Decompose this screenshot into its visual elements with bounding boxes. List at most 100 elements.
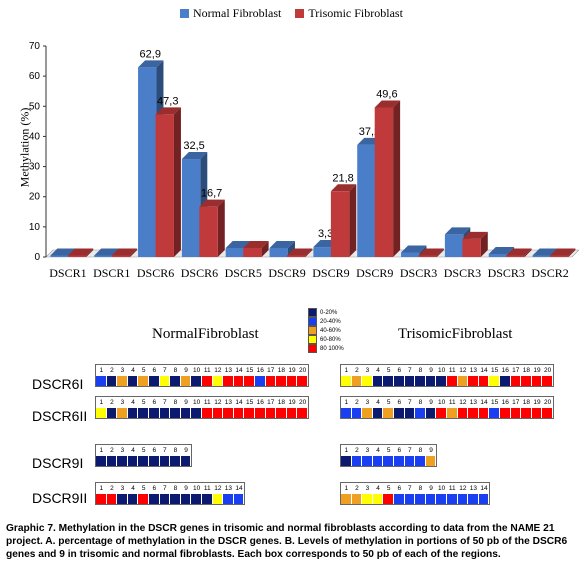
cell-number: 4 <box>376 447 380 454</box>
methylation-cell <box>265 376 277 386</box>
cell-numbers: 1 2 3 4 5 6 7 8 9 10 11 12 13 14 <box>96 483 244 494</box>
methylation-cell <box>201 376 213 386</box>
bar <box>313 247 332 257</box>
methylation-cell <box>478 376 490 386</box>
cell-number: 4 <box>131 367 135 374</box>
bar-top <box>418 248 444 256</box>
cell-number: 9 <box>184 367 188 374</box>
cell-number: 2 <box>355 447 359 454</box>
cell-number: 12 <box>459 485 467 492</box>
bar-top <box>225 240 252 248</box>
cell-number: 4 <box>376 367 380 374</box>
cell-number: 1 <box>344 447 349 454</box>
methylation-cell <box>468 408 479 418</box>
cell-number: 4 <box>131 485 135 492</box>
x-tick-label: DSCR3 <box>400 266 437 280</box>
cell-numbers: 1 2 3 4 5 6 7 8 9 10 11 12 13 14 <box>341 483 489 494</box>
bar <box>506 255 525 257</box>
methylation-cell <box>191 376 202 386</box>
scale-label: 0-20% <box>320 309 338 316</box>
methylation-cell <box>372 456 384 466</box>
cell-number: 16 <box>501 367 509 374</box>
normal-panel-title: NormalFibroblast <box>152 326 259 342</box>
methylation-cell <box>159 376 171 386</box>
methylation-cell <box>180 376 192 386</box>
bar-top <box>155 107 181 115</box>
methylation-cell <box>478 408 490 418</box>
bar-top <box>550 248 576 256</box>
methylation-cell <box>254 408 266 418</box>
methylation-cell <box>244 376 255 386</box>
methylation-cell <box>286 376 298 386</box>
cell-number: 3 <box>120 447 125 454</box>
cell-numbers: 1 2 3 4 5 6 7 8 9 10 11 12 13 14 15 16 17 18 19 20 <box>341 397 553 408</box>
bar <box>94 255 113 257</box>
cell-number: 4 <box>131 399 135 406</box>
cell-number: 15 <box>490 367 499 374</box>
methylation-cell <box>362 456 373 466</box>
bar <box>357 144 376 257</box>
methylation-cell <box>233 494 245 504</box>
data-label: 49,6 <box>376 88 397 100</box>
methylation-cell <box>212 494 224 504</box>
methylation-cell <box>383 456 394 466</box>
methylation-cell <box>436 494 447 504</box>
cell-number: 6 <box>152 367 157 374</box>
cell-number: 18 <box>522 399 530 406</box>
cell-number: 5 <box>386 485 391 492</box>
cell-number: 8 <box>173 399 178 406</box>
methylation-cell <box>276 376 287 386</box>
heatmap-normal-row: 1 2 3 4 5 6 7 8 9 10 11 12 13 14 <box>95 482 246 505</box>
cell-number: 6 <box>397 399 402 406</box>
scale-label: 80 100% <box>320 345 344 352</box>
scale-swatch <box>308 317 317 326</box>
methylation-cell <box>531 376 543 386</box>
y-tick-label: 0 <box>34 252 40 263</box>
cell-colors <box>341 456 437 466</box>
cell-number: 8 <box>418 367 423 374</box>
cell-number: 12 <box>214 367 222 374</box>
methylation-cell <box>96 376 107 386</box>
methylation-cell <box>127 408 139 418</box>
cell-number: 3 <box>120 485 125 492</box>
cell-number: 12 <box>459 367 467 374</box>
cell-number: 14 <box>235 399 243 406</box>
bar-top <box>488 246 515 254</box>
scale-label: 20-40% <box>320 318 341 325</box>
bar <box>181 159 201 257</box>
y-tick-label: 70 <box>29 41 41 52</box>
cell-number: 6 <box>152 447 157 454</box>
cell-number: 10 <box>438 367 446 374</box>
methylation-cell <box>468 494 479 504</box>
x-tick-label: DSCR9 <box>356 266 393 280</box>
cell-number: 7 <box>408 447 412 454</box>
methylation-cell <box>170 456 181 466</box>
cell-number: 7 <box>163 367 167 374</box>
cell-number: 11 <box>203 485 211 492</box>
bar <box>488 253 508 257</box>
cell-number: 11 <box>203 399 211 406</box>
cell-number: 12 <box>459 399 467 406</box>
cell-number: 19 <box>288 367 296 374</box>
bar-top <box>287 248 313 256</box>
methylation-cell <box>138 408 149 418</box>
methylation-cell <box>404 456 416 466</box>
methylation-cell <box>106 494 118 504</box>
methylation-cell <box>201 494 213 504</box>
methylation-cell <box>223 408 234 418</box>
methylation-cell <box>468 376 479 386</box>
cell-number: 19 <box>288 399 296 406</box>
cell-number: 2 <box>110 399 114 406</box>
methylation-cell <box>180 494 192 504</box>
cell-number: 7 <box>408 399 412 406</box>
methylation-cell <box>351 408 363 418</box>
scale-swatch <box>308 344 317 353</box>
cell-number: 13 <box>469 485 478 492</box>
cell-number: 18 <box>522 367 530 374</box>
bar-top <box>94 248 120 256</box>
methylation-cell <box>457 376 469 386</box>
cell-number: 6 <box>152 399 157 406</box>
cell-number: 20 <box>543 367 552 374</box>
cell-number: 17 <box>267 399 275 406</box>
